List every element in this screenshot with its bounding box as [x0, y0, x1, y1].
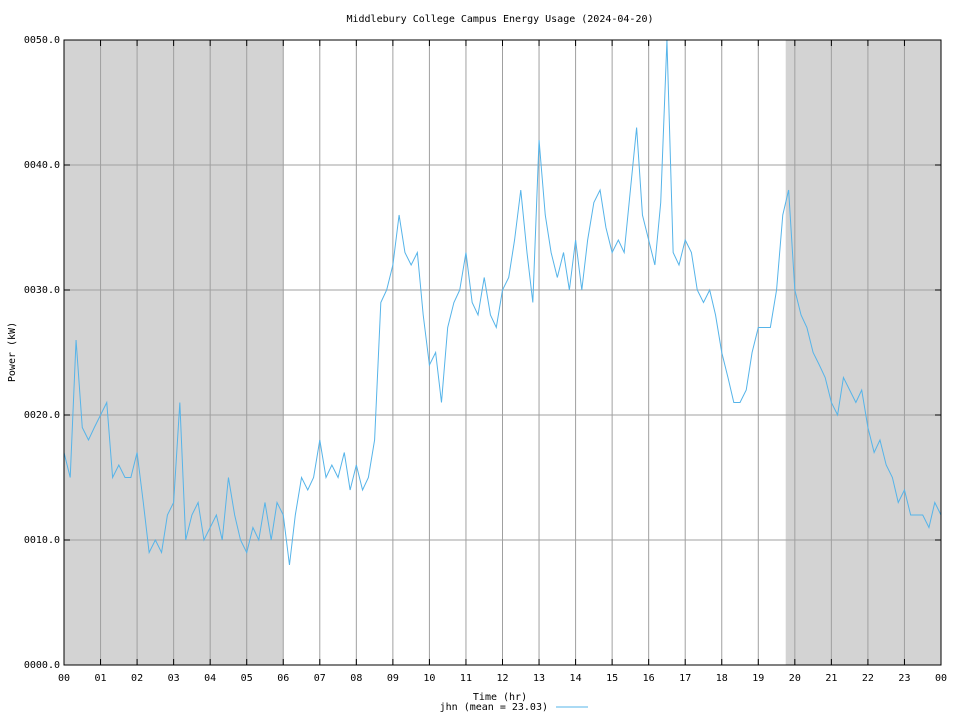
- x-tick-label: 17: [679, 673, 691, 684]
- x-tick-label: 04: [204, 673, 216, 684]
- x-tick-label: 08: [350, 673, 362, 684]
- x-tick-label: 01: [95, 673, 107, 684]
- x-tick-label: 00: [58, 673, 70, 684]
- x-tick-label: 16: [643, 673, 655, 684]
- x-tick-label: 06: [277, 673, 289, 684]
- y-tick-label: 0000.0: [24, 660, 60, 671]
- y-tick-label: 0010.0: [24, 535, 60, 546]
- x-axis-label: Time (hr): [473, 692, 527, 703]
- x-tick-label: 07: [314, 673, 326, 684]
- x-tick-label: 21: [825, 673, 837, 684]
- night-shade: [785, 40, 941, 665]
- x-tick-label: 20: [789, 673, 801, 684]
- x-tick-label: 10: [423, 673, 435, 684]
- x-tick-label: 18: [716, 673, 728, 684]
- plot-layer: jhn (mean = 23.03): [63, 39, 942, 713]
- x-tick-label: 22: [862, 673, 874, 684]
- x-tick-label: 19: [752, 673, 764, 684]
- x-tick-label: 02: [131, 673, 143, 684]
- x-tick-label: 05: [241, 673, 253, 684]
- x-tick-label: 15: [606, 673, 618, 684]
- x-tick-label: 11: [460, 673, 472, 684]
- x-tick-label: 03: [168, 673, 180, 684]
- y-tick-label: 0020.0: [24, 410, 60, 421]
- x-tick-label: 14: [570, 673, 582, 684]
- data-line: [63, 39, 942, 566]
- legend-label: jhn (mean = 23.03): [440, 702, 548, 713]
- x-tick-label: 13: [533, 673, 545, 684]
- y-tick-label: 0050.0: [24, 35, 60, 46]
- y-tick-label: 0030.0: [24, 285, 60, 296]
- chart-title: Middlebury College Campus Energy Usage (…: [346, 14, 653, 25]
- x-tick-label: 09: [387, 673, 399, 684]
- y-tick-label: 0040.0: [24, 160, 60, 171]
- plot-border: [63, 39, 942, 666]
- x-tick-label: 23: [898, 673, 910, 684]
- y-axis-label: Power (kW): [7, 322, 18, 382]
- x-tick-label: 12: [496, 673, 508, 684]
- x-tick-label: 00: [935, 673, 947, 684]
